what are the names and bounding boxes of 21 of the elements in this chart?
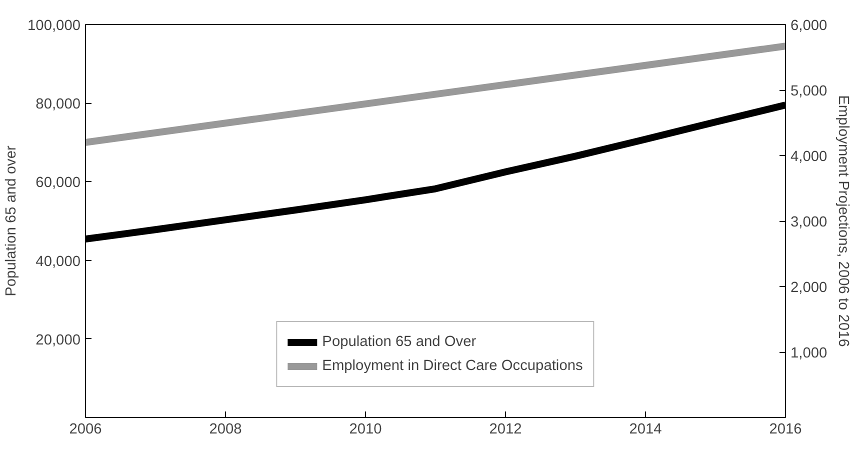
x-tick-label: 2012 (489, 422, 522, 438)
y2-tick-label: 6,000 (790, 18, 828, 34)
legend-label: Employment in Direct Care Occupations (322, 358, 583, 374)
legend-label: Population 65 and Over (322, 334, 476, 350)
x-tick-label: 2006 (69, 422, 102, 438)
x-tick-label: 2014 (629, 422, 662, 438)
y2-tick-label: 1,000 (790, 346, 828, 362)
y-tick-label: 100,000 (28, 18, 81, 34)
y-tick-label: 40,000 (36, 254, 80, 270)
y-tick-label: 80,000 (36, 96, 80, 113)
x-tick-label: 2008 (209, 422, 242, 438)
y-axis-title: Population 65 and over (4, 146, 20, 296)
y2-tick-label: 5,000 (790, 84, 828, 100)
y2-tick-label: 3,000 (790, 214, 828, 230)
x-tick-label: 2016 (769, 422, 802, 438)
y2-tick-label: 4,000 (790, 149, 828, 165)
x-tick-label: 2010 (349, 422, 382, 438)
y2-axis-title: Employment Projections, 2006 to 2016 (835, 95, 852, 347)
y-tick-label: 60,000 (36, 175, 80, 192)
y2-tick-label: 2,000 (790, 280, 828, 296)
y-tick-label: 20,000 (36, 332, 80, 348)
